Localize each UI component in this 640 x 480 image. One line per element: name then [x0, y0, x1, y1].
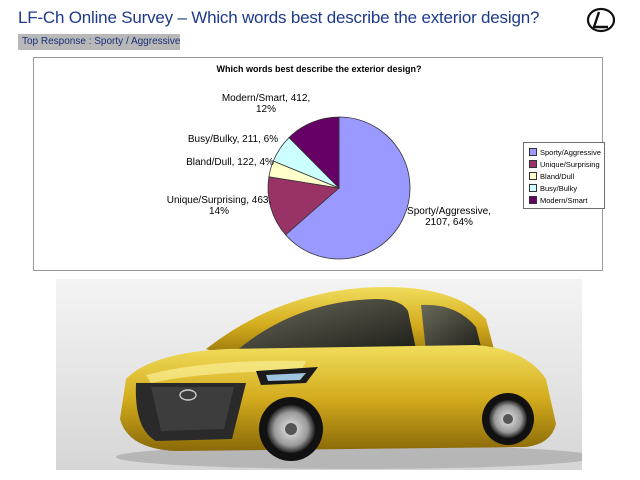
pie-slice-label: Bland/Dull, 122, 4% [186, 157, 274, 168]
legend-item: Modern/Smart [529, 194, 601, 206]
pie-slice-modern-smart [288, 116, 340, 189]
legend-label: Modern/Smart [540, 195, 588, 205]
chart-title: Which words best describe the exterior d… [216, 64, 421, 74]
pie-chart: Which words best describe the exterior d… [33, 57, 605, 271]
chart-legend: Sporty/Aggressive Unique/Surprising Bland/… [523, 142, 605, 209]
lexus-logo-icon [586, 7, 616, 33]
legend-label: Busy/Bulky [540, 183, 578, 193]
pie-chart-canvas: Which words best describe the exterior d… [167, 64, 491, 260]
pie-slice-label: Unique/Surprising, 463, 14% [167, 195, 272, 217]
legend-item: Bland/Dull [529, 170, 601, 182]
slide-title: LF-Ch Online Survey – Which words best d… [18, 8, 540, 27]
pie-slice-unique-surprising [267, 176, 340, 236]
legend-item: Busy/Bulky [529, 182, 601, 194]
top-response-banner: Top Response : Sporty / Aggressive [18, 34, 180, 50]
pie-slice-label: Sporty/Aggressive, 2107, 64% [407, 206, 491, 228]
pie-slices [267, 116, 411, 260]
legend-item: Unique/Surprising [529, 158, 601, 170]
legend-swatch [529, 160, 537, 168]
legend-item: Sporty/Aggressive [529, 146, 601, 158]
legend-label: Sporty/Aggressive [540, 147, 601, 157]
legend-label: Unique/Surprising [540, 159, 600, 169]
pie-slice-label: Busy/Bulky, 211, 6% [188, 134, 278, 145]
legend-swatch [529, 184, 537, 192]
legend-swatch [529, 196, 537, 204]
legend-swatch [529, 148, 537, 156]
pie-slice-labels: Sporty/Aggressive, 2107, 64% Unique/Surpri… [167, 93, 491, 228]
legend-swatch [529, 172, 537, 180]
car-illustration [56, 279, 582, 470]
car-photo [56, 279, 582, 470]
legend-label: Bland/Dull [540, 171, 575, 181]
pie-slice-sporty-aggressive [285, 116, 411, 260]
pie-slice-label: Modern/Smart, 412, 12% [222, 93, 310, 115]
